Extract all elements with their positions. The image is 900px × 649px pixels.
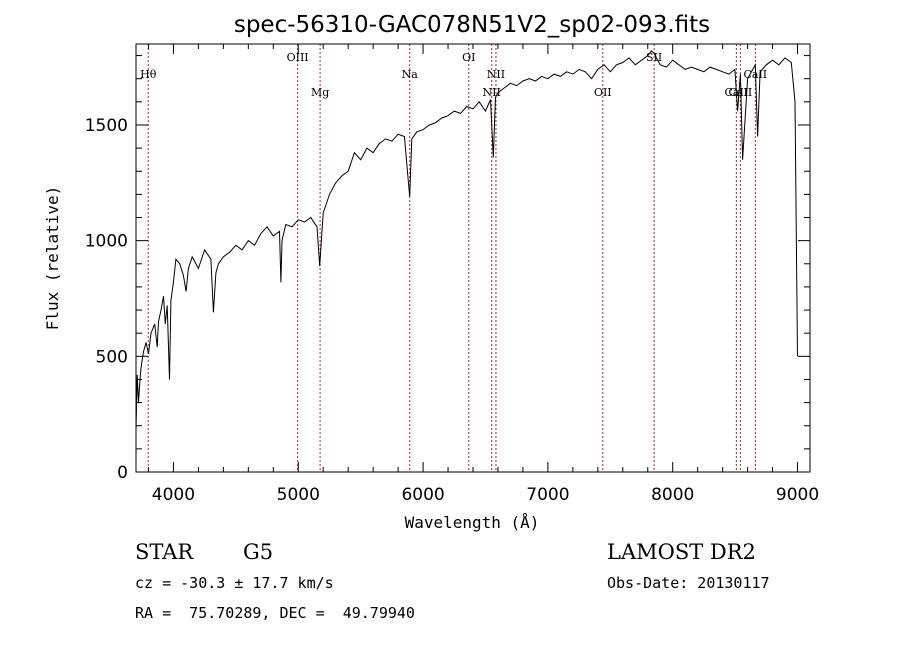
- y-tick-label: 1500: [85, 116, 128, 136]
- line-marker-label: OIII: [287, 51, 309, 64]
- x-tick-label: 8000: [651, 485, 694, 505]
- object-subclass: G5: [243, 540, 274, 564]
- chart-title: spec-56310-GAC078N51V2_sp02-093.fits: [234, 12, 710, 38]
- x-tick-label: 7000: [526, 485, 569, 505]
- x-tick-label: 6000: [401, 485, 444, 505]
- line-marker-label: Hθ: [140, 68, 157, 81]
- y-tick-label: 500: [96, 347, 128, 367]
- x-axis-label: Wavelength (Å): [405, 513, 540, 532]
- coordinates-text: RA = 75.70289, DEC = 49.79940: [135, 604, 415, 622]
- y-axis: 0 500 1000 1500: [85, 55, 810, 483]
- spectrum-line: [135, 50, 798, 431]
- redshift-text: cz = -30.3 ± 17.7 km/s: [135, 574, 334, 592]
- y-axis-label: Flux (relative): [43, 186, 62, 331]
- line-marker-label: Na: [402, 68, 419, 81]
- x-axis: 4000 5000 6000 7000 8000 9000: [147, 44, 819, 505]
- line-marker-label: OI: [462, 51, 475, 64]
- y-tick-label: 0: [117, 463, 128, 483]
- survey-name: LAMOST DR2: [607, 540, 756, 564]
- line-marker-label: Mg: [311, 86, 329, 99]
- line-marker-label: NII: [487, 68, 505, 81]
- line-marker-label: OII: [594, 86, 612, 99]
- obs-date-text: Obs-Date: 20130117: [607, 574, 770, 592]
- x-tick-label: 9000: [776, 485, 819, 505]
- y-tick-label: 1000: [85, 232, 128, 252]
- object-class: STAR: [135, 540, 194, 564]
- x-tick-label: 4000: [152, 485, 195, 505]
- x-tick-label: 5000: [277, 485, 320, 505]
